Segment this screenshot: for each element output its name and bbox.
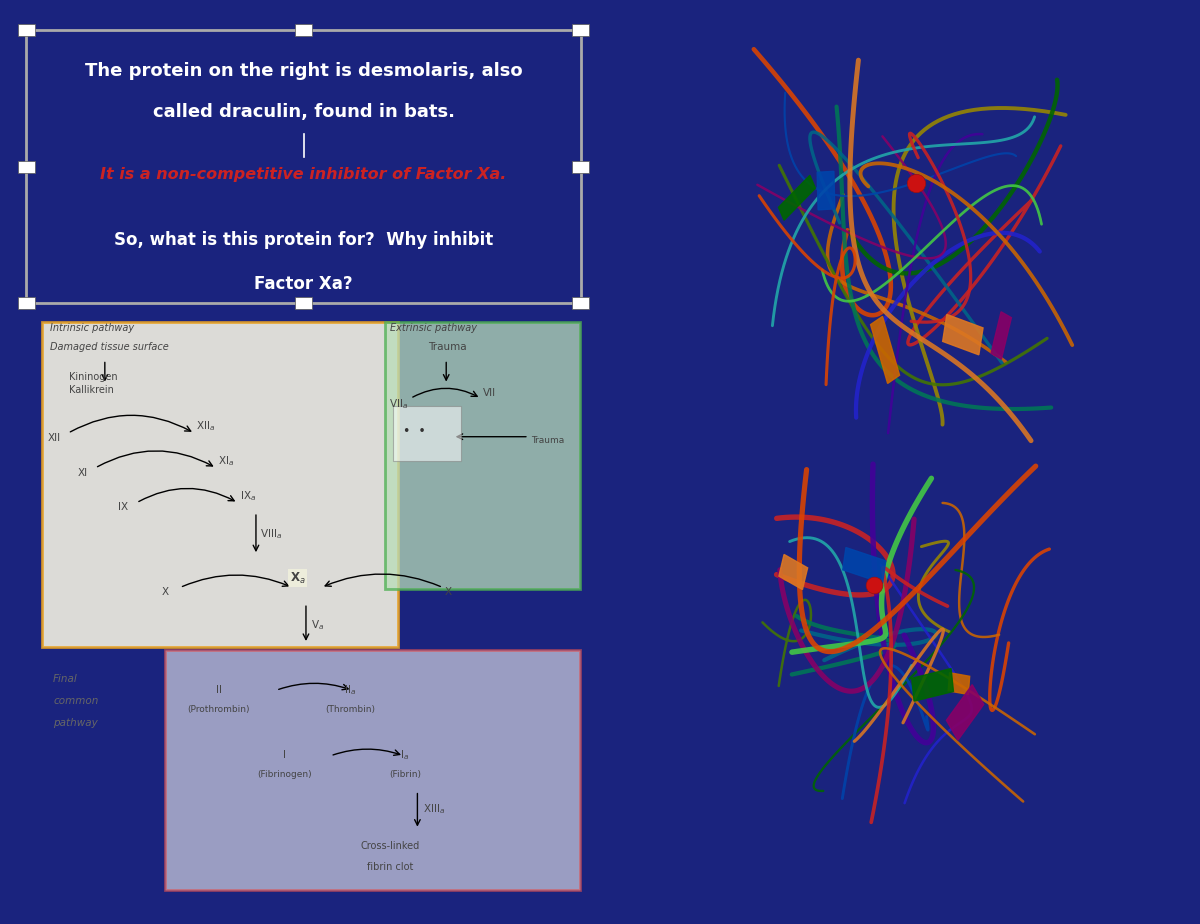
Text: X: X [162,587,169,597]
FancyBboxPatch shape [42,322,398,647]
Text: I: I [283,750,286,760]
Text: The protein on the right is desmolaris, also: The protein on the right is desmolaris, … [85,63,522,80]
Bar [295,298,312,309]
Text: X: X [444,587,451,597]
Bar [842,548,886,583]
Text: Final: Final [53,674,78,684]
Text: Factor Xa?: Factor Xa? [254,275,353,293]
Text: Damaged tissue surface: Damaged tissue surface [50,342,169,352]
Bar [947,685,984,740]
Text: •  •: • • [403,425,426,438]
Bar [779,176,816,220]
Text: So, what is this protein for?  Why inhibit: So, what is this protein for? Why inhibi… [114,231,493,249]
FancyBboxPatch shape [392,406,461,461]
Bar [912,669,954,701]
Text: X$_a$: X$_a$ [289,571,305,586]
FancyBboxPatch shape [385,322,581,589]
Text: (Fibrin): (Fibrin) [389,771,421,779]
Text: Cross-linked: Cross-linked [360,841,420,851]
Bar [817,171,835,210]
Bar [18,298,35,309]
Text: common: common [53,696,98,706]
Bar [943,314,983,355]
Text: II$_a$: II$_a$ [344,683,356,697]
Text: IX$_a$: IX$_a$ [240,489,256,503]
Bar [870,316,900,383]
Bar [948,673,970,695]
Text: IX: IX [119,503,128,513]
Text: XIII$_a$: XIII$_a$ [422,802,445,816]
Text: Extrinsic pathway: Extrinsic pathway [390,322,478,333]
Text: Trauma: Trauma [428,342,467,352]
Bar [779,554,808,590]
Bar [572,298,589,309]
Bar [18,25,35,36]
Text: called draculin, found in bats.: called draculin, found in bats. [152,103,455,121]
FancyBboxPatch shape [164,650,581,891]
Text: II: II [216,686,222,695]
Text: XII: XII [48,432,61,443]
Text: XI: XI [78,468,88,478]
Text: VIII$_a$: VIII$_a$ [259,528,282,541]
Text: Trauma: Trauma [532,435,565,444]
Text: Intrinsic pathway: Intrinsic pathway [50,322,134,333]
Text: XI$_a$: XI$_a$ [218,454,234,468]
Bar [295,25,312,36]
Bar [572,161,589,173]
Text: VII$_a$: VII$_a$ [389,397,408,411]
Text: Kininogen
Kallikrein: Kininogen Kallikrein [70,372,118,395]
Text: pathway: pathway [53,718,98,728]
Text: It is a non-competitive inhibitor of Factor Xa.: It is a non-competitive inhibitor of Fac… [101,167,506,182]
Bar [572,25,589,36]
Text: V$_a$: V$_a$ [312,618,324,632]
Text: I$_a$: I$_a$ [401,748,409,762]
Text: fibrin clot: fibrin clot [367,862,414,872]
Text: (Fibrinogen): (Fibrinogen) [257,771,312,779]
Text: VII: VII [482,388,496,398]
Text: XII$_a$: XII$_a$ [196,419,216,433]
Text: (Thrombin): (Thrombin) [325,705,376,713]
Bar [18,161,35,173]
Text: (Prothrombin): (Prothrombin) [187,705,251,713]
Bar [991,311,1012,359]
